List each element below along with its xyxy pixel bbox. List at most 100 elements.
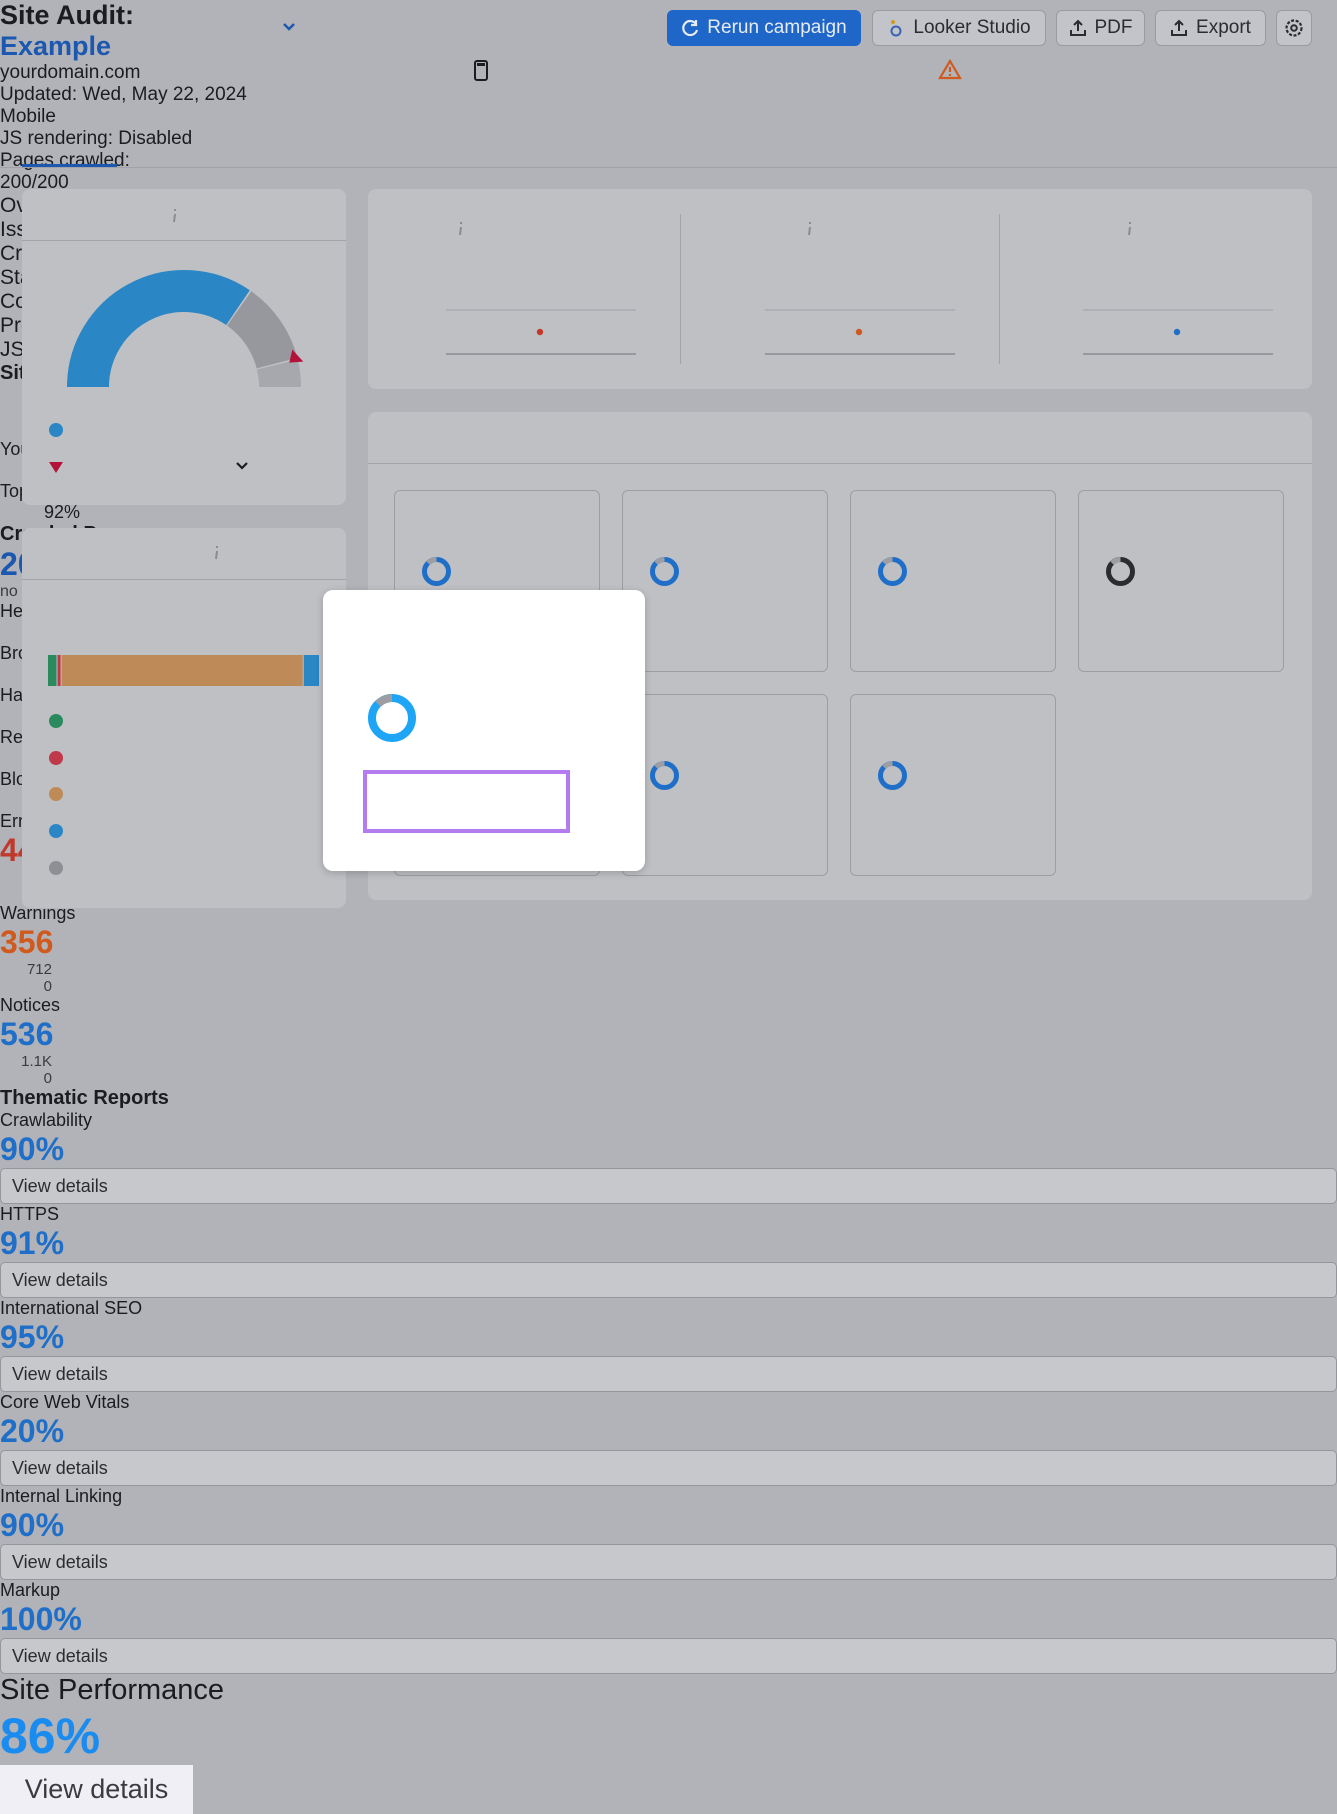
report-score: 95% [0,1319,65,1355]
looker-glyph [890,25,902,37]
report-score: 91% [0,1225,65,1261]
ring-gap [426,557,437,566]
axis-label: 0 [43,1070,52,1087]
button-icon [1069,19,1086,36]
trend-point [536,328,544,336]
warning-triangle [938,58,962,80]
dot [49,714,63,728]
dot [49,750,63,765]
rerun-glyph [682,19,699,37]
crawled-segment [303,655,319,686]
card-divider [22,240,346,241]
button-icon [1171,19,1188,36]
report-score: 90% [0,1131,65,1167]
report-box [622,490,828,672]
info-glyph [173,209,176,223]
ring-gap [1110,557,1121,566]
tab-underline [22,164,117,167]
axis-label: 0 [43,978,52,995]
report-action[interactable]: View details [0,1450,1337,1486]
report-score: 100% [0,1601,82,1637]
report-name: HTTPS [0,1204,60,1224]
report-action[interactable]: View details [0,1262,1337,1298]
issue-count: 536 [0,1016,54,1052]
header-button[interactable]: Export [1155,10,1266,46]
report-name: Core Web Vitals [0,1392,130,1412]
column-divider [999,214,1000,364]
issue-label: Notices [0,995,61,1015]
gear-outer [1285,19,1303,37]
sparkline [446,309,636,355]
info-glyph [215,546,218,560]
info-icon [173,209,176,223]
triangle [49,462,63,473]
card-title: Thematic Reports [0,1087,169,1109]
warning-icon [938,58,962,80]
sparkline [1083,309,1273,355]
tabs-divider [0,167,1337,168]
project-chevron [283,23,295,31]
pages-crawled-label: Pages crawled: [0,150,130,171]
gauge-marker [289,349,304,363]
report-box [850,490,1056,672]
header-button[interactable]: PDF [1056,10,1145,46]
popup-highlight [363,770,570,833]
report-action[interactable]: View details [0,1356,1337,1392]
report-action[interactable]: View details [0,1638,1337,1674]
meta-item: Mobile [0,106,56,127]
legend-chevron [236,462,248,470]
upload-glyph [1171,19,1188,36]
project-name[interactable]: Example [0,31,112,61]
page-title: Site Audit: [0,0,134,30]
axis-label: 1.1K [21,1053,52,1070]
gear-icon [1285,19,1303,37]
dot [49,824,63,839]
report-name: Crawlability [0,1110,93,1130]
health-gauge [67,270,304,388]
crawled-bar [48,655,319,686]
info-icon [1128,222,1131,236]
phone-bar [477,63,485,66]
upload-glyph [1069,19,1086,36]
header-button[interactable]: Rerun campaign [667,10,861,46]
header-button[interactable]: Looker Studio [872,10,1046,46]
ring-gap [882,557,893,566]
legend-marker [49,423,63,437]
card-divider [22,579,346,580]
info-icon [215,546,218,560]
info-glyph [807,222,811,236]
ring-gap [654,761,665,770]
score-ring [422,557,451,586]
crawled-segment [48,655,57,686]
gauge-rest [256,359,301,388]
popup-action[interactable]: View details [0,1765,193,1814]
gauge-gap [226,291,298,370]
card-divider [368,463,1312,464]
score-ring [1106,557,1135,586]
legend-value: 92% [43,502,80,522]
popup-score: 86% [0,1708,101,1764]
looker-dot [891,20,896,24]
legend-marker [49,462,63,473]
score-ring [368,694,416,742]
report-name: Markup [0,1580,61,1600]
settings-button[interactable] [1276,10,1312,46]
info-glyph [1128,222,1131,236]
legend-dot [49,787,63,802]
button-icon [890,20,902,37]
meta-item: yourdomain.com [0,62,141,83]
column-divider [680,214,681,364]
phone [474,60,488,81]
report-action[interactable]: View details [0,1544,1337,1580]
report-score: 90% [0,1507,65,1543]
sparkline [764,309,955,355]
trend-point [855,328,862,336]
report-action[interactable]: View details [0,1168,1337,1204]
button-label: PDF [1094,17,1133,38]
ring-gap [882,761,893,770]
crawled-pages-card [22,528,346,908]
button-label: Export [1196,17,1251,38]
